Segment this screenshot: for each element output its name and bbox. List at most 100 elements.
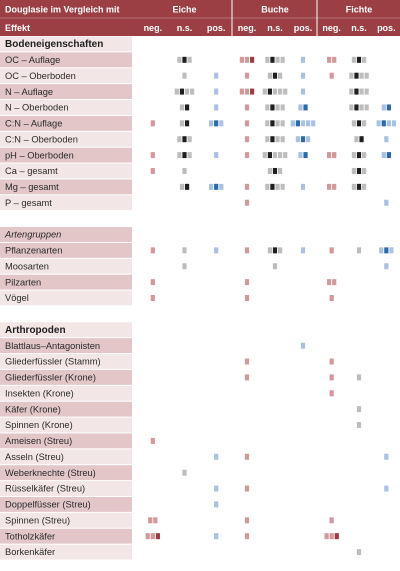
effect-mark-ns (356, 56, 362, 63)
effect-mark-ns (359, 72, 364, 79)
effect-mark-pos (389, 247, 394, 254)
effect-mark-ns (270, 136, 275, 143)
col-subheader-2: pos. (207, 23, 226, 33)
row-label-bg (0, 290, 132, 306)
effect-mark-pos (303, 152, 308, 159)
effect-mark-ns (280, 183, 285, 190)
effect-mark-ns (278, 152, 283, 159)
effect-mark-pos (208, 120, 214, 127)
row-label: N – Auflage (5, 87, 53, 97)
row-label-bg (0, 401, 132, 417)
effect-mark-ns (272, 152, 278, 159)
effect-mark-ns (351, 167, 356, 174)
effect-mark-neg (332, 152, 337, 159)
effect-mark-neg (244, 120, 250, 127)
col-subheader-3: neg. (238, 23, 257, 33)
effect-mark-ns (267, 152, 272, 159)
effect-mark-neg (244, 247, 250, 254)
effect-mark-ns (354, 104, 359, 111)
effect-mark-neg (332, 279, 337, 286)
effect-mark-ns (364, 88, 369, 95)
effect-mark-pos (384, 247, 389, 254)
row-label-bg (0, 528, 132, 544)
row-label: Doppelfüsser (Streu) (5, 500, 91, 510)
effect-mark-pos (384, 453, 389, 460)
effect-mark-pos (300, 56, 306, 63)
row-label-bg (0, 36, 132, 52)
effect-mark-neg (329, 295, 334, 301)
effect-mark-ns (359, 104, 364, 111)
effect-mark-pos (214, 485, 219, 492)
row-label-bg (0, 131, 132, 147)
effect-mark-neg (327, 279, 332, 286)
effect-mark-neg (153, 517, 158, 524)
effect-mark-ns (187, 136, 192, 143)
row-label: Käfer (Krone) (5, 404, 61, 414)
effect-mark-ns (275, 136, 280, 143)
row-label: C:N – Oberboden (5, 134, 78, 144)
row-label: Spinnen (Streu) (5, 515, 70, 525)
effect-mark-ns (278, 72, 283, 79)
row-label: Blattlaus–Antagonisten (5, 341, 100, 351)
effect-mark-neg (244, 104, 250, 111)
row-label: OC – Oberboden (5, 71, 76, 81)
row-label: Insekten (Krone) (5, 388, 74, 398)
effect-mark-ns (280, 120, 285, 127)
effect-mark-ns (187, 152, 192, 159)
row-label-bg (0, 227, 132, 242)
group-header-1: Buche (261, 5, 289, 15)
effect-mark-pos (386, 104, 391, 111)
effect-mark-ns (356, 549, 362, 556)
effect-mark-ns (278, 88, 283, 95)
effect-mark-pos (219, 183, 224, 190)
effect-mark-pos (214, 501, 219, 508)
effect-mark-pos (300, 247, 306, 254)
row-label: Ameisen (Streu) (5, 436, 72, 446)
effect-mark-pos (300, 136, 306, 143)
row-label: Artengruppen (4, 230, 61, 240)
row-label: Ca – gesamt (5, 166, 58, 176)
effect-mark-neg (332, 56, 337, 63)
effect-mark-pos (208, 183, 214, 190)
col-subheader-4: n.s. (267, 23, 283, 33)
row-label-bg (0, 369, 132, 385)
col-subheader-6: neg. (322, 23, 341, 33)
effect-mark-ns (359, 88, 364, 95)
row-label-bg (0, 449, 132, 465)
row-label-bg (0, 52, 132, 68)
effect-mark-ns (362, 167, 367, 174)
header-title: Douglasie im Vergleich mit (5, 5, 120, 15)
effect-mark-neg (244, 453, 250, 460)
effect-mark-ns (190, 88, 195, 95)
effect-mark-neg (327, 183, 332, 190)
effect-mark-pos (384, 136, 389, 143)
effect-mark-ns (270, 104, 275, 111)
effect-mark-pos (214, 104, 219, 111)
effect-mark-neg (324, 533, 329, 540)
row-label-bg (0, 163, 132, 179)
row-label: Arthropoden (5, 325, 66, 336)
effect-mark-pos (386, 152, 391, 159)
effect-mark-ns (351, 56, 356, 63)
effect-mark-neg (155, 533, 161, 540)
effect-mark-pos (214, 533, 219, 540)
effect-mark-ns (359, 136, 364, 143)
col-subheader-1: n.s. (177, 23, 193, 33)
effect-mark-ns (179, 120, 185, 127)
row-label: Bodeneigenschaften (5, 39, 103, 50)
effect-mark-ns (362, 120, 367, 127)
row-label-bg (0, 433, 132, 449)
effect-mark-ns (362, 152, 367, 159)
effect-mark-neg (244, 88, 250, 95)
effect-mark-ns (280, 136, 285, 143)
effect-mark-pos (306, 136, 311, 143)
effect-mark-ns (275, 183, 280, 190)
row-label: Totholzkäfer (5, 531, 55, 541)
row-label: Borkenkäfer (5, 547, 55, 557)
effect-mark-ns (184, 120, 190, 127)
effect-mark-pos (303, 104, 308, 111)
effect-mark-ns (272, 88, 278, 95)
effect-mark-neg (150, 167, 155, 174)
effect-mark-ns (182, 152, 187, 159)
